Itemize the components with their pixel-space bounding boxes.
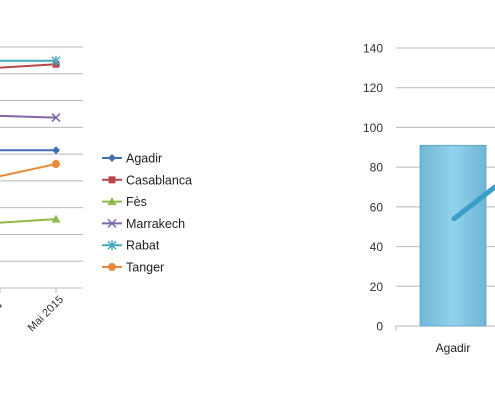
- legend-marker: [107, 218, 117, 228]
- legend-marker: [107, 197, 117, 206]
- left-line-chart: Mai 2015: [0, 46, 83, 334]
- y-tick-label: 20: [370, 280, 384, 294]
- right-bar-chart: 0 20 40 60 80 100 120 140 Agadir: [363, 42, 495, 355]
- data-point-Agadir: [52, 146, 60, 155]
- legend-label: Tanger: [126, 261, 164, 275]
- y-tick-label: 140: [363, 42, 383, 56]
- legend: Agadir Casablanca Fès Marrakech Rabat Tanger: [102, 152, 192, 275]
- legend-label: Agadir: [126, 152, 162, 166]
- y-tick-label: 80: [370, 161, 384, 175]
- legend-marker: [108, 154, 116, 162]
- data-point-Tanger: [52, 160, 60, 169]
- legend-marker: [108, 263, 116, 271]
- x-tick-label: Agadir: [436, 341, 471, 355]
- bar-Agadir: [419, 144, 487, 327]
- data-point-Rabat: [51, 55, 61, 66]
- y-tick-label: 60: [370, 200, 384, 214]
- data-point-Marrakech: [51, 113, 61, 123]
- y-tick-label: 40: [370, 240, 384, 254]
- series-line-partial: [451, 184, 495, 222]
- legend-label: Rabat: [126, 239, 160, 253]
- y-tick-label: 120: [363, 81, 383, 95]
- series-line-Casablanca: [0, 63, 57, 69]
- legend-label: Marrakech: [126, 217, 185, 231]
- data-point-Fès: [51, 214, 61, 223]
- x-tick-label-clipped: [0, 304, 2, 308]
- legend-label: Fès: [126, 195, 147, 209]
- series-line-Marrakech: [0, 114, 57, 119]
- x-tick-label: Mai 2015: [26, 294, 66, 334]
- y-tick-label: 100: [363, 121, 383, 135]
- y-tick-label: 0: [376, 320, 383, 334]
- series-line-Fès: [0, 218, 57, 224]
- legend-marker: [108, 176, 116, 184]
- legend-label: Casablanca: [126, 173, 192, 187]
- series-line-Tanger: [0, 163, 57, 178]
- legend-marker: [107, 240, 117, 251]
